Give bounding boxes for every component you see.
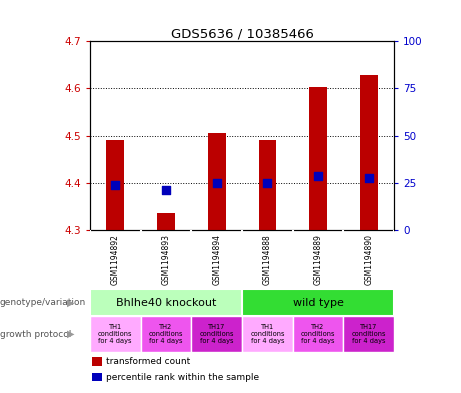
- Text: wild type: wild type: [293, 298, 343, 308]
- Text: TH1
conditions
for 4 days: TH1 conditions for 4 days: [250, 324, 284, 344]
- Bar: [157, 213, 175, 230]
- Text: Bhlhe40 knockout: Bhlhe40 knockout: [116, 298, 216, 308]
- Text: transformed count: transformed count: [106, 357, 190, 366]
- Point: [264, 180, 271, 186]
- Text: ▶: ▶: [67, 298, 74, 308]
- Point: [112, 182, 119, 188]
- Text: GSM1194888: GSM1194888: [263, 234, 272, 285]
- Text: GSM1194892: GSM1194892: [111, 234, 120, 285]
- Title: GDS5636 / 10385466: GDS5636 / 10385466: [171, 27, 313, 40]
- Text: genotype/variation: genotype/variation: [0, 298, 86, 307]
- Bar: [360, 75, 378, 230]
- Text: percentile rank within the sample: percentile rank within the sample: [106, 373, 259, 382]
- Bar: [293, 316, 343, 352]
- Bar: [106, 140, 124, 230]
- Text: GSM1194893: GSM1194893: [161, 234, 171, 285]
- Bar: [309, 88, 327, 230]
- Text: TH1
conditions
for 4 days: TH1 conditions for 4 days: [98, 324, 132, 344]
- Bar: [141, 316, 191, 352]
- Point: [365, 175, 372, 181]
- Text: GSM1194889: GSM1194889: [313, 234, 323, 285]
- Bar: [90, 289, 242, 316]
- Text: ▶: ▶: [67, 329, 74, 339]
- Bar: [242, 316, 293, 352]
- Text: GSM1194890: GSM1194890: [364, 234, 373, 285]
- Bar: [90, 316, 141, 352]
- Text: TH2
conditions
for 4 days: TH2 conditions for 4 days: [149, 324, 183, 344]
- Bar: [191, 316, 242, 352]
- Bar: [208, 133, 225, 230]
- Point: [162, 187, 170, 193]
- Bar: [343, 316, 394, 352]
- Bar: [242, 289, 394, 316]
- Text: growth protocol: growth protocol: [0, 330, 71, 338]
- Point: [314, 173, 322, 179]
- Text: GSM1194894: GSM1194894: [212, 234, 221, 285]
- Text: TH17
conditions
for 4 days: TH17 conditions for 4 days: [352, 324, 386, 344]
- Bar: [259, 140, 276, 230]
- Text: TH2
conditions
for 4 days: TH2 conditions for 4 days: [301, 324, 335, 344]
- Point: [213, 180, 220, 186]
- Text: TH17
conditions
for 4 days: TH17 conditions for 4 days: [200, 324, 234, 344]
